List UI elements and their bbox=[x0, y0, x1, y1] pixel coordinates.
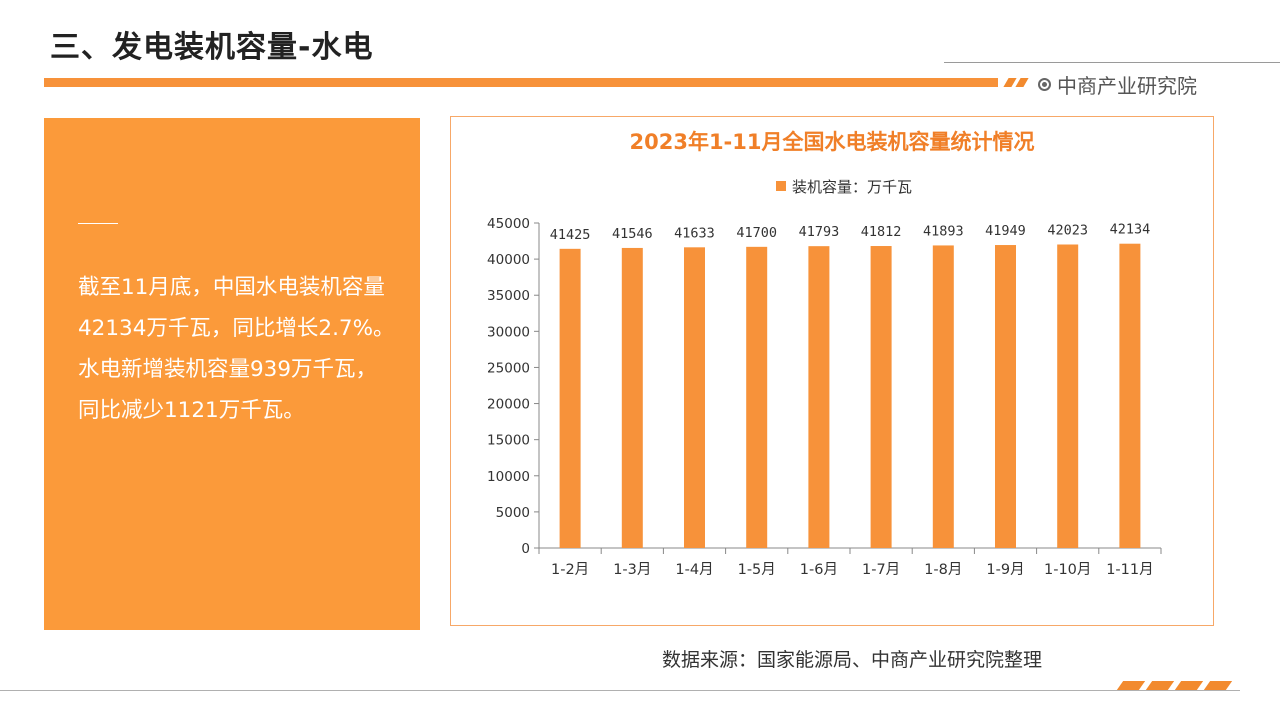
data-label: 41700 bbox=[736, 225, 777, 241]
header-slash-2 bbox=[1015, 78, 1029, 87]
x-tick-label: 1-7月 bbox=[862, 562, 900, 578]
page-title: 三、发电装机容量-水电 bbox=[50, 30, 374, 65]
x-tick-label: 1-5月 bbox=[738, 562, 776, 578]
x-tick-label: 1-10月 bbox=[1044, 562, 1091, 578]
bar bbox=[932, 245, 954, 548]
footer-slash-3 bbox=[1174, 681, 1204, 690]
y-tick-label: 10000 bbox=[487, 469, 530, 485]
x-tick-label: 1-9月 bbox=[986, 562, 1024, 578]
x-tick-label: 1-6月 bbox=[800, 562, 838, 578]
data-label: 41546 bbox=[612, 226, 653, 242]
source-note: 数据来源：国家能源局、中商产业研究院整理 bbox=[662, 649, 1043, 671]
bar bbox=[559, 248, 581, 548]
footer-slash-2 bbox=[1145, 681, 1175, 690]
y-tick-label: 40000 bbox=[487, 252, 530, 268]
data-label: 41812 bbox=[861, 224, 902, 240]
summary-divider bbox=[78, 223, 118, 224]
data-label: 42134 bbox=[1110, 222, 1151, 238]
header-accent-bar bbox=[44, 78, 998, 87]
bar bbox=[1119, 243, 1141, 548]
y-tick-label: 5000 bbox=[496, 505, 530, 521]
brand: 中商产业研究院 bbox=[1038, 70, 1197, 99]
data-label: 41949 bbox=[985, 223, 1026, 239]
summary-panel bbox=[44, 118, 420, 630]
bar bbox=[870, 246, 892, 548]
target-icon bbox=[1038, 78, 1051, 91]
x-tick-label: 1-8月 bbox=[924, 562, 962, 578]
footer-slash-4 bbox=[1203, 681, 1233, 690]
y-tick-label: 35000 bbox=[487, 288, 530, 304]
bar bbox=[684, 247, 705, 549]
y-tick-label: 30000 bbox=[487, 324, 530, 340]
bar bbox=[1057, 244, 1079, 548]
legend-swatch bbox=[776, 181, 786, 191]
legend-label: 装机容量：万千瓦 bbox=[792, 178, 912, 196]
x-tick-label: 1-3月 bbox=[613, 562, 651, 578]
data-label: 41893 bbox=[923, 223, 964, 239]
bar bbox=[808, 246, 830, 548]
chart-title: 2023年1-11月全国水电装机容量统计情况 bbox=[630, 130, 1035, 154]
y-tick-label: 45000 bbox=[487, 216, 530, 232]
summary-text: 截至11月底，中国水电装机容量42134万千瓦，同比增长2.7%。水电新增装机容… bbox=[78, 275, 395, 423]
x-tick-label: 1-11月 bbox=[1106, 562, 1153, 578]
data-label: 41425 bbox=[550, 227, 591, 243]
y-tick-label: 20000 bbox=[487, 397, 530, 413]
x-tick-label: 1-2月 bbox=[551, 562, 589, 578]
data-label: 42023 bbox=[1047, 223, 1088, 239]
data-label: 41793 bbox=[799, 224, 840, 240]
header-slash-1 bbox=[1003, 78, 1017, 87]
bar bbox=[746, 246, 768, 549]
bar bbox=[621, 247, 643, 548]
header-thin-line bbox=[944, 62, 1280, 63]
x-tick-label: 1-4月 bbox=[675, 562, 713, 578]
data-label: 41633 bbox=[674, 225, 715, 241]
y-tick-label: 0 bbox=[521, 541, 530, 557]
footer-slash-1 bbox=[1116, 681, 1146, 690]
y-tick-label: 15000 bbox=[487, 433, 530, 449]
footer-line bbox=[0, 690, 1240, 691]
y-tick-label: 25000 bbox=[487, 360, 530, 376]
brand-label: 中商产业研究院 bbox=[1057, 74, 1197, 98]
bar bbox=[995, 245, 1016, 548]
